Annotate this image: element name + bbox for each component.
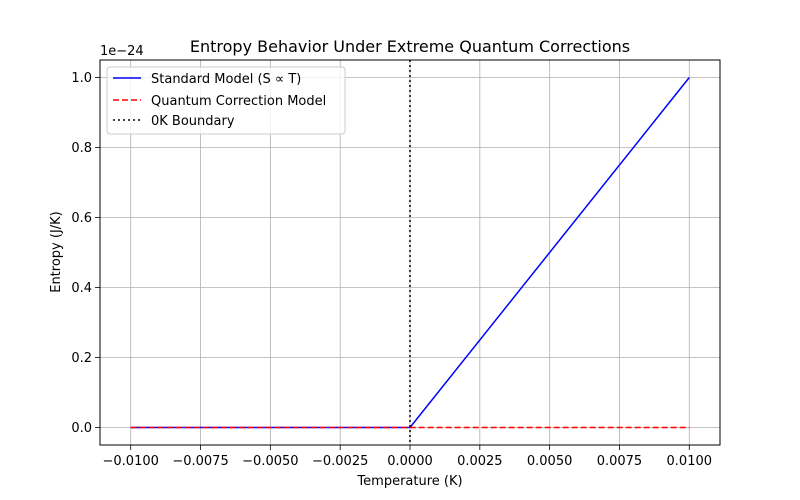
x-tick-label: 0.0000 [387,454,433,469]
x-tick-label: 0.0050 [527,454,573,469]
y-offset-text: 1e−24 [100,44,144,59]
x-axis-ticks: −0.0100 −0.0075 −0.0050 −0.0025 0.0000 0.0025… [103,445,713,469]
x-tick-label: −0.0075 [172,454,228,469]
y-tick-label: 1.0 [71,71,92,86]
y-tick-label: 0.4 [71,281,92,296]
legend-label-0k-boundary: 0K Boundary [151,114,235,129]
x-tick-label: −0.0100 [103,454,159,469]
legend-label-standard-model: Standard Model (S ∝ T) [151,72,301,87]
y-tick-label: 0.2 [71,351,92,366]
y-tick-label: 0.0 [71,421,92,436]
x-axis-label: Temperature (K) [356,474,462,489]
y-tick-label: 0.8 [71,141,92,156]
x-tick-label: 0.0075 [597,454,643,469]
legend-box [106,66,346,135]
series-layer [130,60,690,445]
legend-label-quantum-correction: Quantum Correction Model [151,94,326,109]
y-tick-label: 0.6 [71,211,92,226]
x-tick-label: −0.0050 [242,454,298,469]
x-tick-label: 0.0100 [667,454,713,469]
legend: Standard Model (S ∝ T) Quantum Correctio… [106,66,346,135]
chart-title: Entropy Behavior Under Extreme Quantum C… [190,37,630,56]
y-axis-label: Entropy (J/K) [49,211,64,293]
x-tick-label: 0.0025 [457,454,503,469]
x-tick-label: −0.0025 [312,454,368,469]
y-axis-ticks: 0.0 0.2 0.4 0.6 0.8 1.0 [71,71,100,436]
